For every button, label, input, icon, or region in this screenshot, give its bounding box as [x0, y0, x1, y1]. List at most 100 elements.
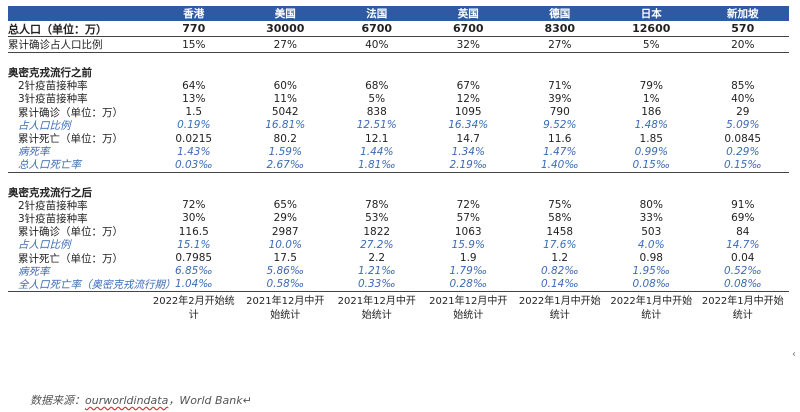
table-cell: 1.47% [543, 145, 577, 158]
table-row: 全人口死亡率（奥密克戎流行期） 1.04‰ 0.58‰ 0.33‰ 0.28‰ 0.14‰… [8, 278, 789, 292]
header-country: 法国 [366, 8, 388, 20]
table-cell: 1822 [363, 225, 391, 238]
before-rows: 2针疫苗接种率 64% 60% 68% 67% 71% 79% 85% 3针疫苗接种率 13% 11… [8, 79, 789, 173]
table-cell: 67% [456, 79, 480, 92]
table-cell: 17.6% [543, 238, 577, 251]
table-cell: 0.15‰ [723, 158, 762, 171]
table-row: 累计确诊（单位：万） 1.5 5042 838 1095 790 186 29 [8, 106, 789, 119]
table-cell: 2.67‰ [266, 158, 305, 171]
table-cell: 15.9% [451, 238, 485, 251]
table-cell: 1% [642, 92, 660, 105]
table-cell: 1.9 [459, 252, 477, 265]
table-cell: 1095 [454, 106, 482, 119]
table-row: 2针疫苗接种率 72% 65% 78% 72% 75% 80% 91% [8, 199, 789, 212]
table-cell: 6700 [361, 22, 393, 35]
row-label: 累计死亡（单位：万） [18, 252, 123, 265]
table-cell: 33% [639, 212, 663, 225]
table-cell: 91% [731, 199, 755, 212]
table-cell: 5.09% [726, 119, 760, 132]
table-cell: 9.52% [543, 119, 577, 132]
header-country: 德国 [549, 8, 571, 20]
row-label: 占人口比例 [18, 119, 71, 132]
table-row: 3针疫苗接种率 13% 11% 5% 12% 39% 1% 40% [8, 92, 789, 106]
row-label: 病死率 [18, 146, 50, 159]
table-cell: 0.0845 [724, 132, 762, 145]
table-cell: 27% [273, 38, 297, 51]
table-cell: 0.08‰ [632, 278, 671, 291]
row-label: 占人口比例 [18, 239, 71, 252]
table-cell: 30% [182, 212, 206, 225]
table-cell: 1.21‰ [357, 265, 396, 278]
table-cell: 0.0215 [175, 132, 213, 145]
scroll-arrow-icon: ‹ [792, 349, 796, 360]
table-cell: 27% [548, 38, 572, 51]
table-cell: 10.0% [268, 238, 302, 251]
table-cell: 60% [273, 79, 297, 92]
table-cell: 80.2 [273, 132, 297, 145]
table-cell: 14.7% [726, 238, 760, 251]
table-cell: 0.33‰ [357, 278, 396, 291]
row-label: 3针疫苗接种率 [18, 212, 88, 225]
table-row: 占人口比例 0.19% 16.81% 12.51% 16.34% 9.52% 1.48% 5.… [8, 119, 789, 132]
table-cell: 0.28‰ [449, 278, 488, 291]
table-cell: 12.51% [356, 119, 397, 132]
table-cell: 1.79‰ [449, 265, 488, 278]
table-cell: 0.7985 [175, 252, 213, 265]
table-row: 总人口死亡率 0.03‰ 2.67‰ 1.81‰ 2.19‰ 1.40‰ 0.15‰ 0.15… [8, 158, 789, 173]
table-cell: 71% [548, 79, 572, 92]
header-country: 新加坡 [727, 8, 759, 20]
table-cell: 32% [456, 38, 480, 51]
table-row: 累计死亡（单位：万） 0.7985 17.5 2.2 1.9 1.2 0.98 0.04 [8, 251, 789, 265]
table-cell: 57% [456, 212, 480, 225]
table-cell: 29 [736, 106, 750, 119]
table-cell: 0.14‰ [540, 278, 579, 291]
table-cell: 27.2% [360, 238, 394, 251]
table-cell: 503 [641, 225, 662, 238]
table-cell: 17.5 [273, 252, 297, 265]
table-cell: 72% [456, 199, 480, 212]
table-cell: 1.95‰ [632, 265, 671, 278]
table-cell: 58% [548, 212, 572, 225]
table-cell: 1.43% [177, 145, 211, 158]
table-row: 3针疫苗接种率 30% 29% 53% 57% 58% 33% 69% [8, 212, 789, 225]
table-cell: 5% [368, 92, 386, 105]
table-cell: 0.82‰ [540, 265, 579, 278]
table-cell: 12600 [632, 22, 671, 35]
note-cell: 2022年1月中开始统计 [701, 296, 784, 321]
table-cell: 1.59% [268, 145, 302, 158]
table-cell: 2.2 [368, 252, 386, 265]
table-cell: 13% [182, 92, 206, 105]
table-cell: 12% [456, 92, 480, 105]
table-cell: 1.34% [451, 145, 485, 158]
note-cell: 2021年12月中开始统计 [429, 296, 508, 321]
table-row: 占人口比例 15.1% 10.0% 27.2% 15.9% 17.6% 4.0% 14.7% [8, 238, 789, 252]
note-cell: 2022年1月中开始统计 [518, 296, 601, 321]
table-cell: 2987 [271, 225, 299, 238]
cumulative-ratio-row: 累计确诊占人口比例 15% 27% 40% 32% 27% 5% 20% [8, 37, 789, 53]
table-cell: 80% [639, 199, 663, 212]
table-cell: 16.34% [448, 119, 489, 132]
table-cell: 5.86‰ [266, 265, 305, 278]
row-label: 累计确诊（单位：万） [18, 106, 123, 119]
header-country: 香港 [183, 8, 205, 20]
section-title-before: 奥密克戎流行之前 [8, 66, 789, 79]
table-cell: 75% [548, 199, 572, 212]
table-cell: 0.29% [726, 145, 760, 158]
table-cell: 11.6 [548, 132, 572, 145]
table-cell: 790 [549, 106, 570, 119]
table-cell: 1.5 [185, 106, 203, 119]
row-label: 累计死亡（单位：万） [18, 133, 123, 146]
note-cell: 2021年12月中开始统计 [246, 296, 325, 321]
table-cell: 16.81% [265, 119, 306, 132]
table-cell: 72% [182, 199, 206, 212]
table-cell: 570 [731, 22, 755, 35]
table-cell: 68% [365, 79, 389, 92]
table-cell: 29% [273, 212, 297, 225]
table-cell: 6700 [452, 22, 484, 35]
spacer [8, 173, 789, 186]
table-cell: 0.03‰ [174, 158, 213, 171]
note-cell: 2022年1月中开始统计 [610, 296, 693, 321]
table-row: 累计死亡（单位：万） 0.0215 80.2 12.1 14.7 11.6 1.85 0.08… [8, 132, 789, 146]
table-cell: 0.52‰ [723, 265, 762, 278]
row-label: 累计确诊（单位：万） [18, 226, 123, 239]
